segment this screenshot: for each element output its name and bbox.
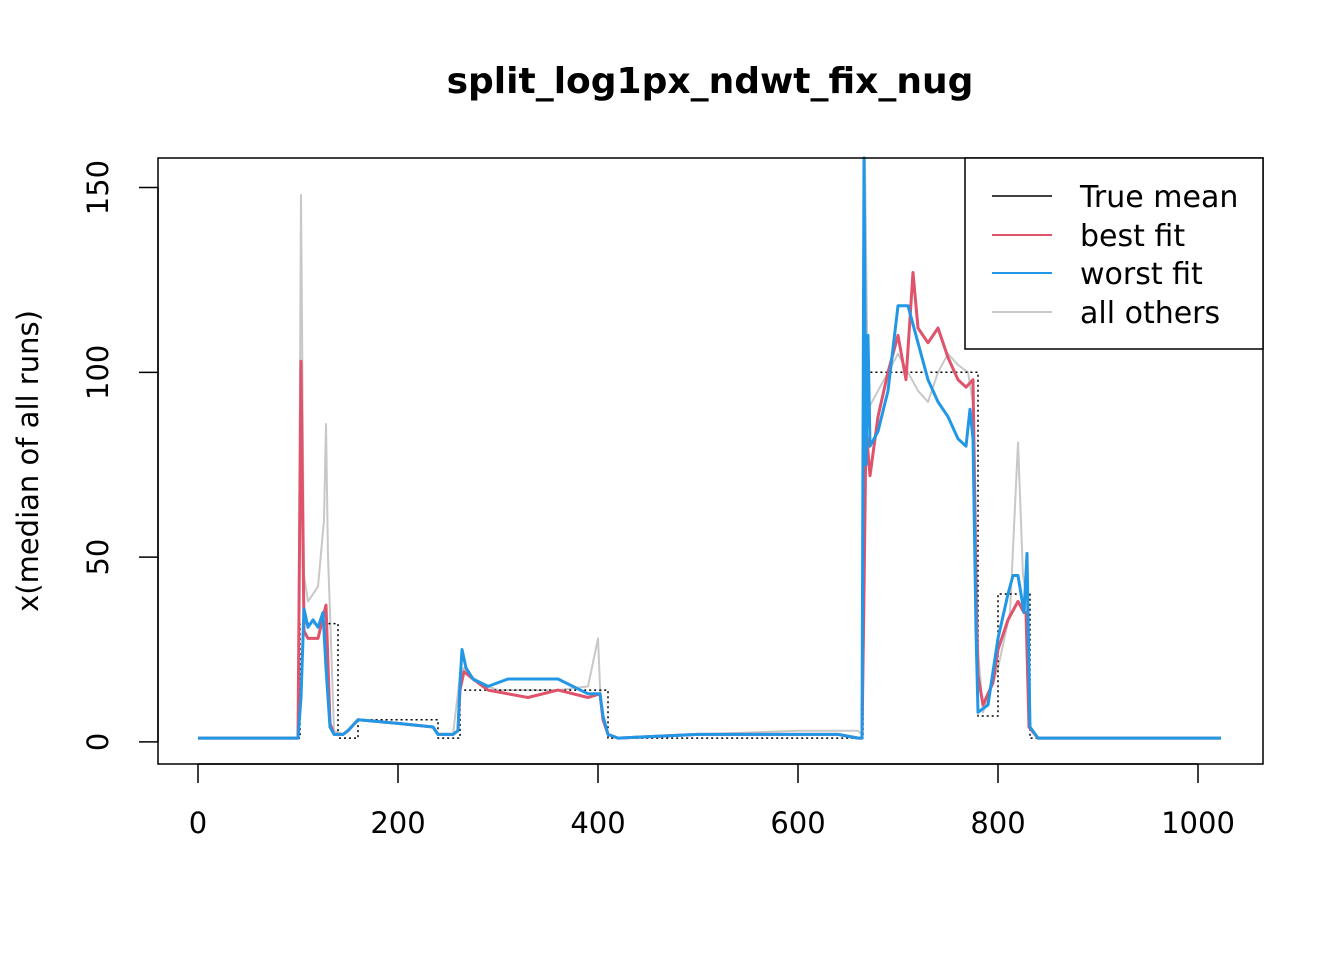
- y-axis-label: x(median of all runs): [11, 310, 45, 612]
- chart-title: split_log1px_ndwt_fix_nug: [447, 61, 974, 102]
- series-line-worst-fit: [198, 156, 1221, 740]
- x-tick-label: 1000: [1161, 806, 1235, 840]
- legend-label-all-others: all others: [1080, 296, 1220, 331]
- legend-label-best-fit: best fit: [1080, 219, 1185, 254]
- x-tick-label: 200: [370, 806, 425, 840]
- y-axis: 0 50 100 150: [81, 160, 159, 751]
- legend-label-true-mean: True mean: [1079, 180, 1238, 215]
- y-tick-label: 150: [81, 160, 115, 215]
- y-tick-label: 100: [81, 345, 115, 400]
- x-tick-label: 600: [770, 806, 825, 840]
- y-tick-label: 50: [81, 539, 115, 576]
- x-tick-label: 800: [970, 806, 1025, 840]
- series-layer: [198, 156, 1221, 740]
- x-tick-label: 400: [570, 806, 625, 840]
- legend-label-worst-fit: worst fit: [1080, 257, 1203, 292]
- legend-box: [964, 157, 1264, 350]
- x-tick-label: 0: [189, 806, 207, 840]
- series-line-true-mean: [198, 371, 1221, 739]
- x-axis: 0 200 400 600 800 1000: [189, 763, 1235, 840]
- legend: True mean best fit worst fit all others: [964, 157, 1264, 350]
- y-tick-label: 0: [81, 733, 115, 751]
